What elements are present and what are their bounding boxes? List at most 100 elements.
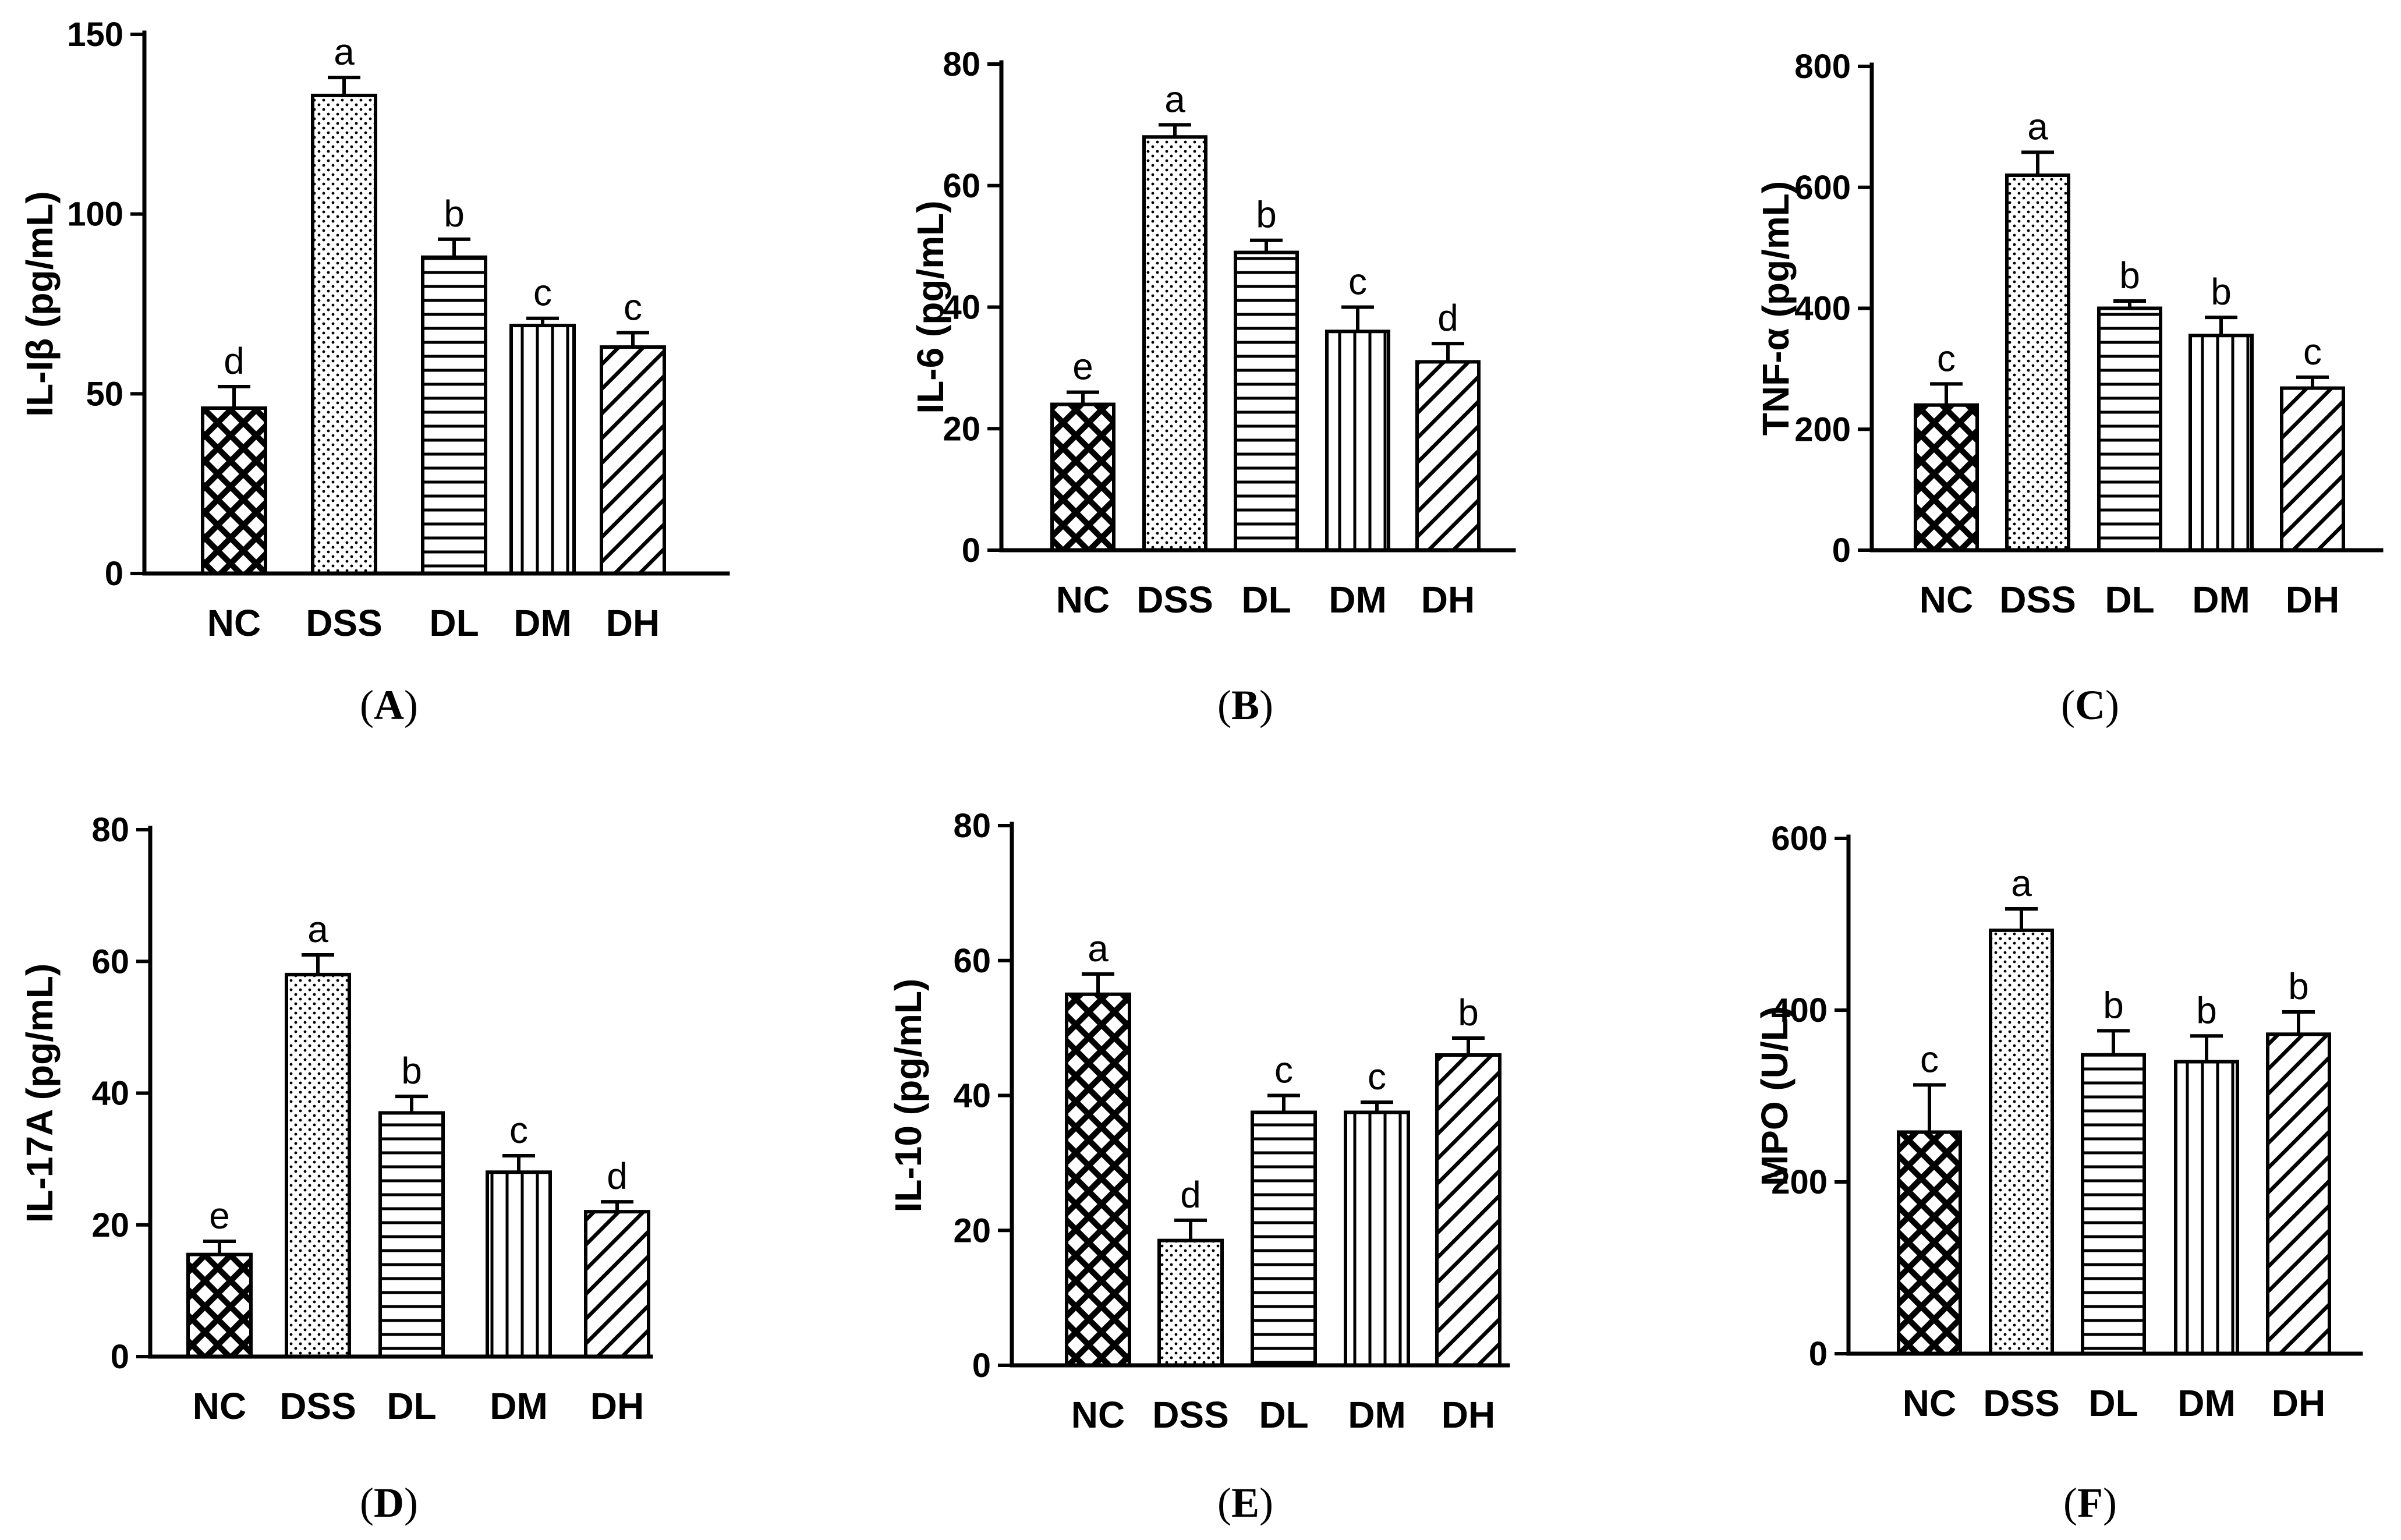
y-tick-label: 20: [953, 1212, 991, 1249]
panel-label: (B): [1217, 682, 1273, 728]
panel-label-close: ): [1259, 1479, 1273, 1526]
y-tick-label: 400: [1794, 290, 1851, 328]
y-axis-label: IL-6 (pg/mL): [909, 200, 951, 413]
bar-dh: [2266, 1032, 2331, 1356]
significance-label: b: [444, 193, 465, 235]
bar-dl: [2081, 1053, 2146, 1355]
error-bar: [2296, 375, 2329, 388]
y-axis-label: TNF-α (pg/mL): [1755, 181, 1797, 436]
y-tick-label: 80: [943, 45, 980, 83]
bar-dss: [285, 972, 351, 1358]
bar-dl: [1251, 1110, 1317, 1367]
x-tick-label: DSS: [1136, 579, 1213, 621]
panel-label-letter: D: [374, 1479, 404, 1526]
x-tick-label: DSS: [1152, 1394, 1229, 1436]
error-bar: [218, 384, 250, 409]
y-tick-label: 0: [962, 532, 980, 569]
panel-label-close: ): [2103, 1479, 2117, 1526]
bar-dl: [378, 1111, 445, 1358]
bar-dss: [311, 93, 377, 576]
bar-nc: [201, 406, 267, 575]
significance-label: d: [224, 340, 245, 382]
error-bar: [1067, 390, 1099, 405]
y-tick-label: 80: [953, 807, 991, 845]
significance-label: c: [1920, 1038, 1939, 1080]
error-bar: [2097, 1029, 2130, 1055]
y-tick-label: 800: [1794, 48, 1851, 86]
significance-label: b: [2119, 254, 2140, 296]
y-tick-label: 20: [91, 1206, 129, 1244]
significance-label: d: [1180, 1174, 1201, 1216]
panel-label-letter: C: [2075, 682, 2105, 728]
error-bar: [302, 953, 334, 975]
x-tick-label: DM: [2177, 1382, 2236, 1424]
x-tick-label: DSS: [306, 602, 383, 644]
significance-label: a: [1088, 927, 1109, 969]
significance-label: a: [1164, 78, 1185, 120]
significance-label: a: [2027, 106, 2048, 148]
error-bar: [502, 1153, 535, 1173]
x-tick-label: DH: [590, 1385, 644, 1427]
bar-nc: [1065, 992, 1131, 1367]
significance-label: a: [2011, 862, 2032, 904]
error-bar: [1174, 1218, 1207, 1241]
significance-label: b: [2211, 271, 2232, 313]
significance-label: c: [624, 286, 642, 328]
error-bar: [203, 1240, 236, 1255]
y-tick-label: 0: [105, 555, 123, 593]
panel-label-open: (: [1217, 682, 1231, 728]
bar-dm: [1344, 1110, 1410, 1367]
bar-dl: [421, 255, 487, 576]
bar-dh: [584, 1210, 650, 1358]
x-tick-label: DM: [1348, 1394, 1406, 1436]
chart-panel-e: a NC d DSS c DL c DM b DH 0 20 40 60 80 IL-10 (pg/mL) (E…: [887, 807, 1510, 1526]
panel-label-letter: E: [1231, 1479, 1259, 1526]
y-tick-label: 200: [1794, 410, 1851, 448]
bar-dh: [600, 345, 666, 576]
bar-dh: [2280, 386, 2345, 552]
x-tick-label: DM: [1329, 579, 1387, 621]
y-tick-label: 40: [91, 1075, 129, 1113]
chart-panel-f: c NC a DSS b DL b DM b DH 0 200 400 600 MPO (U/L) (F): [1754, 820, 2363, 1526]
y-tick-label: 20: [943, 410, 980, 448]
significance-label: d: [1437, 297, 1458, 339]
x-tick-label: DL: [387, 1385, 436, 1427]
y-tick-label: 0: [1832, 532, 1851, 569]
error-bar: [1452, 1036, 1485, 1055]
panel-label-open: (: [2063, 1479, 2077, 1526]
error-bar: [1930, 382, 1963, 405]
bar-nc: [186, 1252, 253, 1358]
y-tick-label: 0: [1809, 1335, 1828, 1373]
x-tick-label: DH: [2286, 579, 2339, 621]
panel-label-letter: A: [374, 682, 404, 728]
error-bar: [2005, 907, 2038, 930]
y-tick-label: 150: [67, 16, 123, 54]
bar-dm: [486, 1170, 552, 1358]
x-tick-label: DSS: [279, 1385, 356, 1427]
panel-label-open: (: [1217, 1479, 1231, 1526]
x-tick-label: DH: [1421, 579, 1475, 621]
error-bar: [438, 237, 470, 257]
y-tick-label: 600: [1794, 169, 1851, 207]
chart-panel-c: c NC a DSS b DL b DM c DH 0 200 400 600 800 TNF-α (pg/m…: [1755, 48, 2384, 728]
significance-label: c: [509, 1109, 528, 1151]
panel-label-close: ): [2105, 682, 2119, 728]
bar-dss: [2005, 173, 2070, 553]
x-tick-label: NC: [1056, 579, 1110, 621]
x-tick-label: DL: [1259, 1394, 1308, 1436]
bar-dl: [1234, 250, 1299, 552]
y-axis-label: IL-Iβ (pg/mL): [19, 191, 61, 416]
y-tick-label: 600: [1771, 820, 1828, 858]
significance-label: a: [307, 908, 328, 950]
significance-label: c: [1368, 1056, 1386, 1098]
y-tick-label: 200: [1771, 1163, 1828, 1201]
x-tick-label: DL: [1241, 579, 1291, 621]
panel-label: (F): [2063, 1479, 2117, 1526]
error-bar: [328, 76, 360, 95]
panel-label-close: ): [404, 1479, 418, 1526]
bar-dm: [2174, 1060, 2239, 1355]
error-bar: [395, 1095, 428, 1113]
x-tick-label: DH: [606, 602, 660, 644]
significance-label: c: [533, 272, 552, 314]
